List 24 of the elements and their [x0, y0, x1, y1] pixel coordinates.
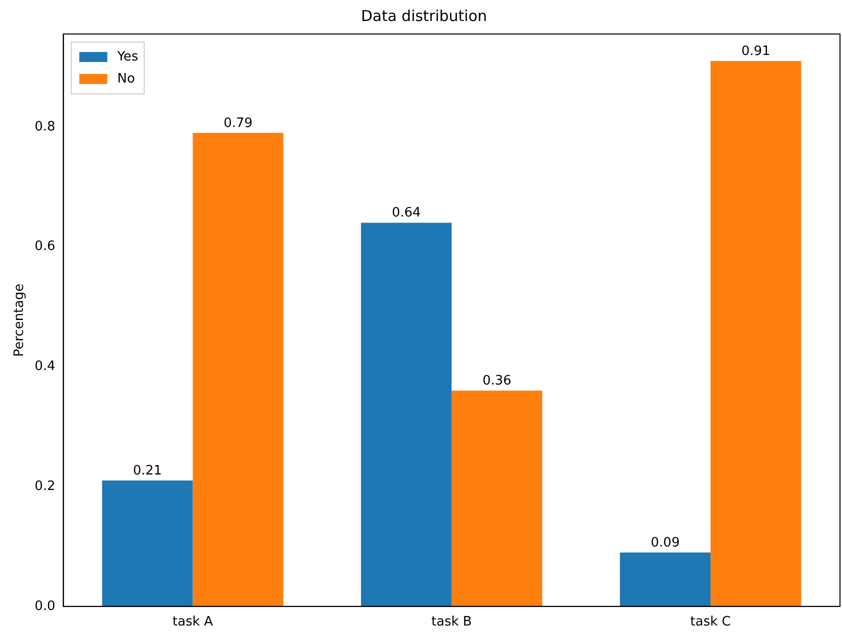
- y-axis-title: Percentage: [12, 284, 28, 357]
- y-tick-label: 0.0: [34, 598, 56, 614]
- data-label: 0.64: [392, 206, 421, 221]
- y-tick-label: 0.8: [34, 119, 56, 134]
- chart-title: Data distribution: [360, 6, 488, 25]
- bar: [620, 552, 711, 606]
- x-tick-label: task C: [690, 614, 731, 630]
- legend-label: Yes: [116, 49, 138, 64]
- y-tick-label: 0.6: [34, 239, 56, 254]
- x-tick-label: task A: [172, 614, 214, 630]
- data-label: 0.21: [132, 463, 162, 478]
- bar: [710, 60, 802, 606]
- y-tick-label: 0.4: [34, 359, 56, 374]
- y-tick-label: 0.2: [34, 478, 56, 494]
- data-label: 0.79: [224, 116, 253, 131]
- legend-label: No: [117, 71, 135, 86]
- data-label: 0.36: [482, 374, 512, 388]
- x-tick-label: task B: [431, 614, 472, 630]
- bar: [361, 222, 452, 606]
- bar: [102, 480, 193, 606]
- bar: [452, 390, 542, 606]
- data-label: 0.09: [650, 535, 680, 550]
- bar: [192, 132, 284, 606]
- data-label: 0.91: [741, 44, 770, 59]
